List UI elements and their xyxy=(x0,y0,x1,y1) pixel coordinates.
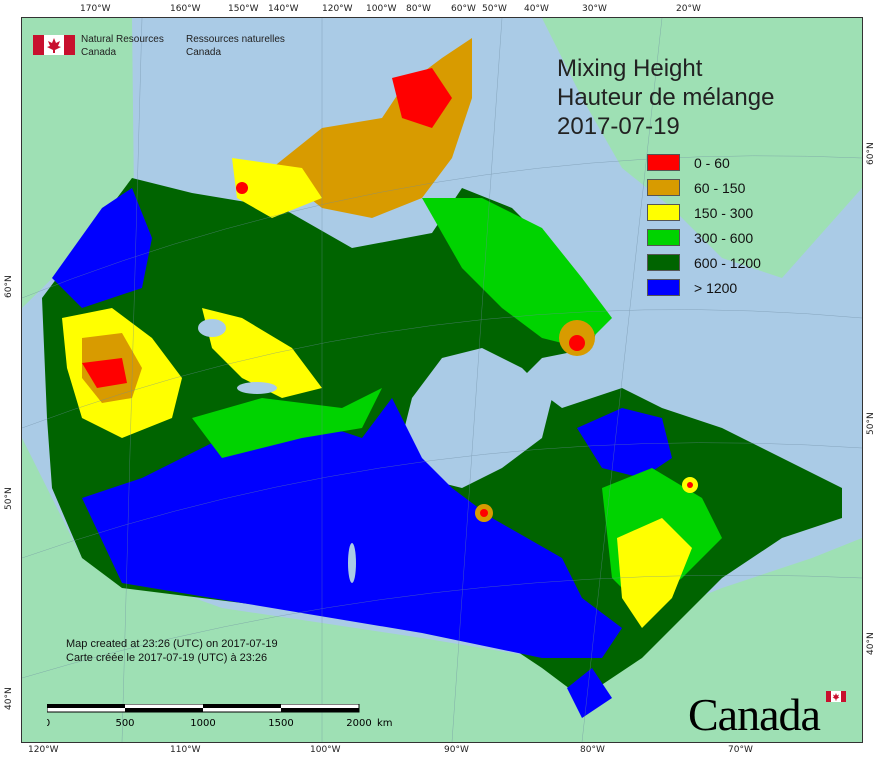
agency-en: Natural Resources Canada xyxy=(81,33,164,59)
legend-item: 150 - 300 xyxy=(647,200,761,225)
agency-fr: Ressources naturelles Canada xyxy=(186,33,285,59)
legend-label: 60 - 150 xyxy=(694,179,746,196)
legend-swatch xyxy=(647,204,680,221)
scale-tick-label: 1500 xyxy=(268,718,293,729)
alaska-land xyxy=(22,18,134,308)
great-bear-lake xyxy=(198,319,226,337)
zone-prairies xyxy=(82,398,622,658)
graticule-label-bottom: 120°W xyxy=(28,745,59,755)
graticule-label-right: 50°N xyxy=(866,412,876,435)
map-credit: Map created at 23:26 (UTC) on 2017-07-19… xyxy=(66,637,278,665)
zone-qc-yellow xyxy=(617,518,692,628)
graticule-label-bottom: 90°W xyxy=(444,745,469,755)
graticule-label-top: 120°W xyxy=(322,4,353,14)
graticule-label-top: 40°W xyxy=(524,4,549,14)
agency-fr-line2: Canada xyxy=(186,47,222,58)
graticule-label-top: 150°W xyxy=(228,4,259,14)
legend-swatch xyxy=(647,279,680,296)
wordmark-flag-icon xyxy=(826,691,846,702)
scale-bar: 0 500 1000 1500 2000 km xyxy=(47,704,393,729)
zone-bc-red xyxy=(82,358,127,388)
legend-swatch xyxy=(647,154,680,171)
graticule-label-right: 40°N xyxy=(866,632,876,655)
map-title: Mixing Height Hauteur de mélange 2017-07… xyxy=(557,54,774,141)
great-slave-lake xyxy=(237,382,277,394)
graticule-lines xyxy=(22,18,862,742)
graticule-label-top: 170°W xyxy=(80,4,111,14)
scale-unit: km xyxy=(377,718,393,729)
legend-swatch xyxy=(647,229,680,246)
hudson-bay xyxy=(402,348,552,488)
title-en: Mixing Height xyxy=(557,55,703,82)
graticule-label-bottom: 70°W xyxy=(728,745,753,755)
spot-qc-red xyxy=(687,482,693,488)
zone-ellesmere-red xyxy=(392,68,452,128)
canada-wordmark: Canada xyxy=(688,689,821,740)
legend-swatch xyxy=(647,254,680,271)
agency-en-line1: Natural Resources xyxy=(81,34,164,45)
title-fr: Hauteur de mélange xyxy=(557,84,775,111)
legend-item: 0 - 60 xyxy=(647,150,761,175)
graticule-label-top: 30°W xyxy=(582,4,607,14)
credit-en: Map created at 23:26 (UTC) on 2017-07-19 xyxy=(66,638,278,650)
legend-label: 150 - 300 xyxy=(694,204,754,221)
graticule-label-top: 160°W xyxy=(170,4,201,14)
agency-fr-line1: Ressources naturelles xyxy=(186,34,285,45)
credit-fr: Carte créée le 2017-07-19 (UTC) à 23:26 xyxy=(66,652,268,664)
graticule-label-top: 50°W xyxy=(482,4,507,14)
graticule-label-top: 60°W xyxy=(451,4,476,14)
graticule-label-left: 40°N xyxy=(4,687,14,710)
legend-item: > 1200 xyxy=(647,275,761,300)
zone-mid-green xyxy=(192,388,382,458)
scale-tick-label: 1000 xyxy=(190,718,215,729)
legend-item: 300 - 600 xyxy=(647,225,761,250)
zone-nwt-yellow xyxy=(202,308,322,398)
graticule-label-left: 60°N xyxy=(4,275,14,298)
graticule-label-left: 50°N xyxy=(4,487,14,510)
greenland-land xyxy=(542,18,862,278)
legend-label: > 1200 xyxy=(694,279,738,296)
legend-label: 300 - 600 xyxy=(694,229,754,246)
graticule-label-top: 140°W xyxy=(268,4,299,14)
graticule-label-top: 80°W xyxy=(406,4,431,14)
legend-label: 0 - 60 xyxy=(694,154,730,171)
spot-arctic-red xyxy=(236,182,248,194)
legend-item: 600 - 1200 xyxy=(647,250,761,275)
graticule-label-top: 20°W xyxy=(676,4,701,14)
zone-quebec xyxy=(577,408,672,478)
scale-tick-label: 500 xyxy=(115,718,134,729)
legend-label: 600 - 1200 xyxy=(694,254,761,271)
scale-tick-label: 2000 xyxy=(346,718,371,729)
graticule-label-bottom: 110°W xyxy=(170,745,201,755)
agency-en-line2: Canada xyxy=(81,47,117,58)
graticule-label-right: 60°N xyxy=(866,142,876,165)
map-frame: Mixing Height Hauteur de mélange 2017-07… xyxy=(21,17,863,743)
lake-winnipeg xyxy=(348,543,356,583)
map-canvas xyxy=(22,18,862,742)
spot-hudson-red xyxy=(480,509,488,517)
title-date: 2017-07-19 xyxy=(557,113,680,140)
legend-item: 60 - 150 xyxy=(647,175,761,200)
zone-north xyxy=(52,188,152,308)
graticule-label-top: 100°W xyxy=(366,4,397,14)
legend-swatch xyxy=(647,179,680,196)
graticule-label-bottom: 80°W xyxy=(580,745,605,755)
canada-flag-icon xyxy=(33,35,75,55)
graticule-label-bottom: 100°W xyxy=(310,745,341,755)
scale-tick-label: 0 xyxy=(47,718,50,729)
zone-ontario xyxy=(567,668,612,718)
zone-arctic-yellow xyxy=(232,158,322,218)
baffin-island xyxy=(422,198,612,348)
spot-baffin-red xyxy=(569,335,585,351)
legend: 0 - 60 60 - 150 150 - 300 300 - 600 600 … xyxy=(647,150,761,300)
usa-land xyxy=(22,438,862,742)
